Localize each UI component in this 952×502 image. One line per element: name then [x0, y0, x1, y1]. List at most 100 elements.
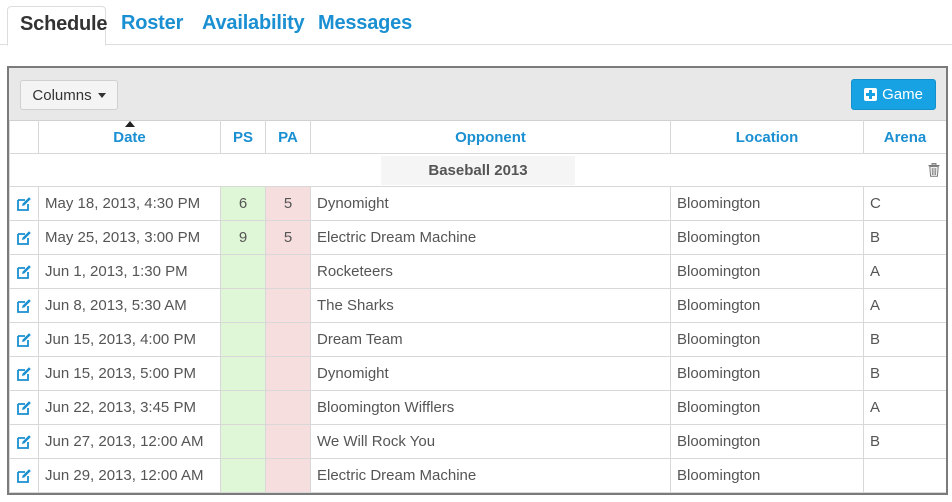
edit-icon[interactable]	[16, 230, 32, 246]
pa-cell	[265, 458, 311, 493]
add-game-button[interactable]: Game	[851, 79, 936, 110]
table-row: Jun 15, 2013, 5:00 PM Dynomight Bloomingto…	[9, 356, 946, 391]
edit-icon[interactable]	[16, 366, 32, 382]
opponent-cell: Bloomington Wifflers	[310, 390, 671, 425]
edit-icon[interactable]	[16, 468, 32, 484]
location-cell: Bloomington	[670, 390, 864, 425]
caret-down-icon	[97, 92, 106, 98]
opponent-cell: Dynomight	[310, 186, 671, 221]
location-cell: Bloomington	[670, 458, 864, 493]
schedule-toolbar: Columns Game	[9, 68, 946, 120]
edit-column-header	[9, 120, 39, 154]
column-header-ps[interactable]: PS	[220, 120, 266, 154]
pa-cell	[265, 254, 311, 289]
trash-icon[interactable]	[928, 163, 940, 177]
date-cell: Jun 15, 2013, 4:00 PM	[38, 322, 221, 357]
schedule-panel: Columns Game Date PS PA	[7, 66, 948, 495]
date-cell: May 25, 2013, 3:00 PM	[38, 220, 221, 255]
date-cell: Jun 22, 2013, 3:45 PM	[38, 390, 221, 425]
edit-icon[interactable]	[16, 298, 32, 314]
edit-cell	[9, 322, 39, 357]
location-cell: Bloomington	[670, 356, 864, 391]
opponent-cell: Electric Dream Machine	[310, 220, 671, 255]
table-row: Jun 29, 2013, 12:00 AM Electric Dream Mac…	[9, 458, 946, 493]
arena-cell: A	[863, 288, 946, 323]
location-cell: Bloomington	[670, 254, 864, 289]
column-header-date[interactable]: Date	[38, 120, 221, 154]
table-row: Jun 8, 2013, 5:30 AM The Sharks Bloomingto…	[9, 288, 946, 323]
arena-cell: B	[863, 322, 946, 357]
edit-icon[interactable]	[16, 332, 32, 348]
edit-icon[interactable]	[16, 434, 32, 450]
table-row: Jun 1, 2013, 1:30 PM Rocketeers Bloomingto…	[9, 254, 946, 289]
season-group-row: Baseball 2013	[9, 153, 946, 187]
column-header-pa-label: PA	[278, 128, 298, 146]
date-cell: Jun 29, 2013, 12:00 AM	[38, 458, 221, 493]
column-header-opponent-label: Opponent	[455, 128, 526, 146]
pa-cell: 5	[265, 186, 311, 221]
opponent-cell: Rocketeers	[310, 254, 671, 289]
opponent-cell: Dream Team	[310, 322, 671, 357]
table-header-row: Date PS PA Opponent Location Arena	[9, 120, 946, 154]
table-row: May 18, 2013, 4:30 PM 6 5 Dynomight Blooming…	[9, 186, 946, 221]
edit-icon[interactable]	[16, 400, 32, 416]
ps-cell	[220, 288, 266, 323]
location-cell: Bloomington	[670, 424, 864, 459]
date-cell: Jun 15, 2013, 5:00 PM	[38, 356, 221, 391]
opponent-cell: Electric Dream Machine	[310, 458, 671, 493]
season-group-label: Baseball 2013	[381, 155, 575, 185]
columns-button-label: Columns	[32, 86, 92, 104]
ps-cell	[220, 356, 266, 391]
arena-cell: C	[863, 186, 946, 221]
date-cell: Jun 8, 2013, 5:30 AM	[38, 288, 221, 323]
edit-icon[interactable]	[16, 264, 32, 280]
column-header-location[interactable]: Location	[670, 120, 864, 154]
tab-schedule[interactable]: Schedule	[7, 6, 108, 46]
column-header-arena-label: Arena	[883, 128, 927, 146]
edit-cell	[9, 186, 39, 221]
edit-cell	[9, 356, 39, 391]
edit-cell	[9, 220, 39, 255]
ps-cell	[220, 254, 266, 289]
location-cell: Bloomington	[670, 220, 864, 255]
edit-cell	[9, 458, 39, 493]
pa-cell	[265, 424, 311, 459]
arena-cell: A	[863, 390, 946, 425]
edit-icon[interactable]	[16, 196, 32, 212]
date-cell: Jun 27, 2013, 12:00 AM	[38, 424, 221, 459]
date-cell: Jun 1, 2013, 1:30 PM	[38, 254, 221, 289]
columns-dropdown-button[interactable]: Columns	[20, 80, 118, 110]
plus-square-icon	[864, 88, 878, 101]
location-cell: Bloomington	[670, 186, 864, 221]
pa-cell: 5	[265, 220, 311, 255]
opponent-cell: Dynomight	[310, 356, 671, 391]
arena-cell: A	[863, 254, 946, 289]
ps-cell	[220, 458, 266, 493]
tab-messages[interactable]: Messages	[318, 12, 413, 34]
add-game-label: Game	[882, 86, 923, 103]
arena-cell	[863, 458, 946, 493]
column-header-date-label: Date	[113, 128, 146, 146]
edit-cell	[9, 254, 39, 289]
location-cell: Bloomington	[670, 288, 864, 323]
tab-bar: Schedule Roster Availability Messages	[0, 0, 952, 46]
edit-cell	[9, 424, 39, 459]
table-row: Jun 15, 2013, 4:00 PM Dream Team Bloomingt…	[9, 322, 946, 357]
pa-cell	[265, 356, 311, 391]
date-cell: May 18, 2013, 4:30 PM	[38, 186, 221, 221]
column-header-arena[interactable]: Arena	[863, 120, 946, 154]
location-cell: Bloomington	[670, 322, 864, 357]
column-header-opponent[interactable]: Opponent	[310, 120, 671, 154]
column-header-pa[interactable]: PA	[265, 120, 311, 154]
tab-availability[interactable]: Availability	[202, 12, 305, 34]
pa-cell	[265, 390, 311, 425]
ps-cell	[220, 424, 266, 459]
table-row: May 25, 2013, 3:00 PM 9 5 Electric Dream Ma…	[9, 220, 946, 255]
arena-cell: B	[863, 424, 946, 459]
table-row: Jun 22, 2013, 3:45 PM Bloomington Wiffler…	[9, 390, 946, 425]
opponent-cell: We Will Rock You	[310, 424, 671, 459]
tab-roster[interactable]: Roster	[121, 12, 184, 34]
sort-ascending-icon	[124, 121, 135, 127]
pa-cell	[265, 322, 311, 357]
season-group-cell: Baseball 2013	[9, 153, 946, 187]
